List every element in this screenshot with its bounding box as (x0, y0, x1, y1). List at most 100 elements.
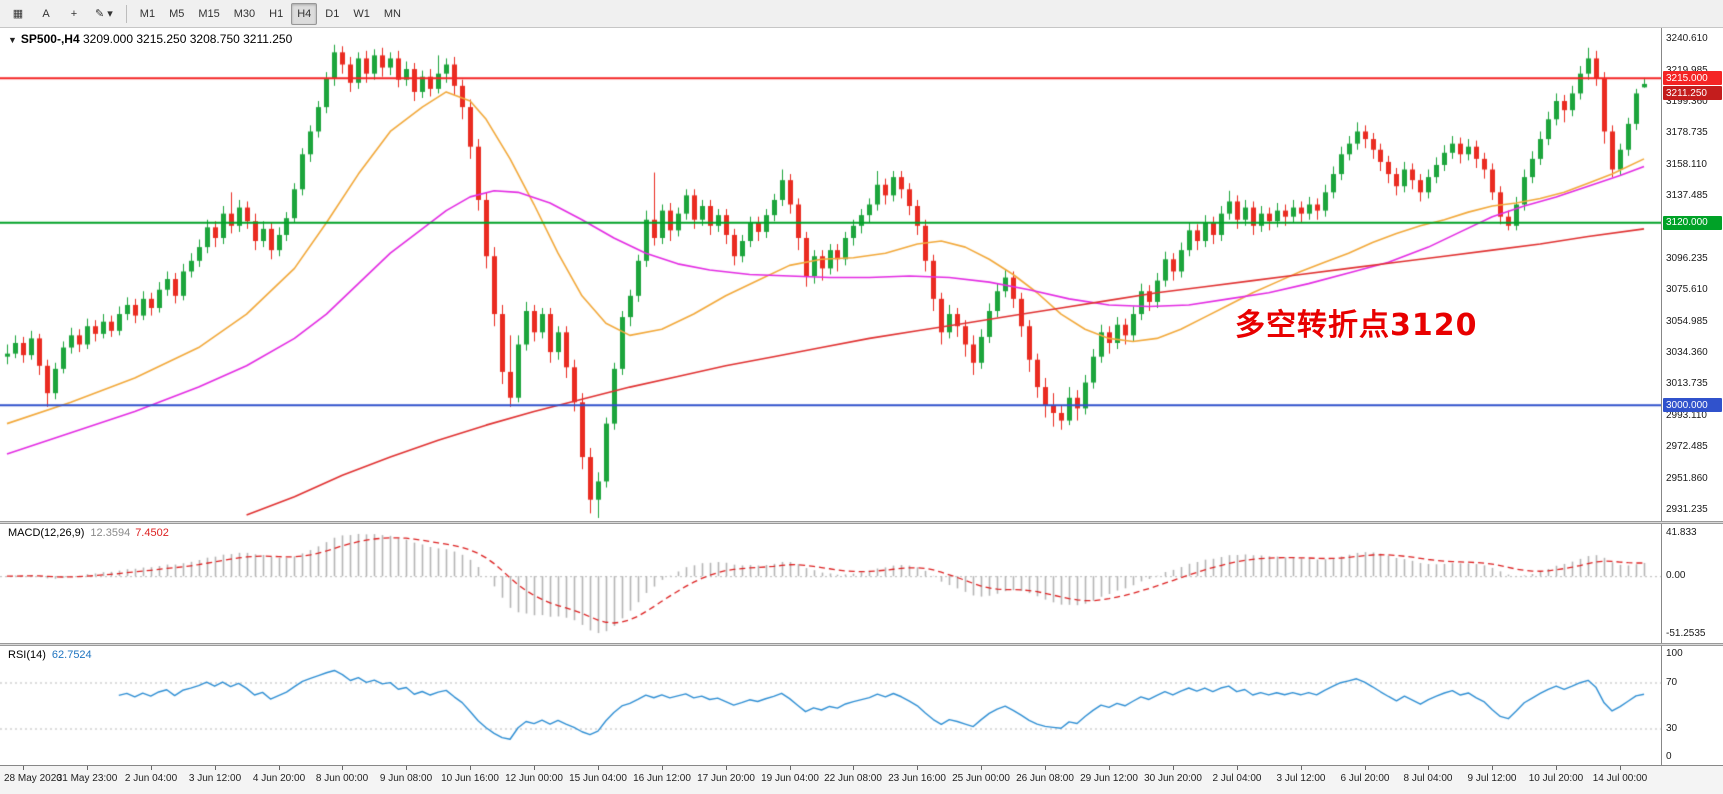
time-axis-tick (534, 766, 535, 770)
time-axis-label: 2 Jul 04:00 (1212, 773, 1262, 784)
timeframe-button-m1[interactable]: M1 (139, 7, 156, 20)
chart-symbol: SP500-,H4 (20, 32, 80, 46)
timeframe-button-h1[interactable]: H1 (269, 7, 284, 20)
time-axis-label: 30 Jun 20:00 (1144, 773, 1202, 784)
cursor-button[interactable]: A (42, 7, 50, 20)
time-axis-label: 31 May 23:00 (56, 773, 118, 784)
timeframe-button-d1[interactable]: D1 (325, 7, 340, 20)
timeframe-button-w1[interactable]: W1 (353, 7, 370, 20)
rsi-axis-label: 70 (1666, 676, 1678, 688)
price-axis-label: 3178.735 (1666, 127, 1708, 139)
time-axis-tick (790, 766, 791, 770)
time-axis-tick (470, 766, 471, 770)
time-axis-label: 15 Jun 04:00 (569, 773, 627, 784)
price-axis-label: 2972.485 (1666, 441, 1708, 453)
price-axis-label: 3199.360 (1666, 96, 1708, 107)
price-axis-label: 3158.110 (1666, 158, 1707, 170)
time-axis-label: 25 Jun 00:00 (952, 773, 1010, 784)
chart-annotation-text: 多空转折点3120 (1235, 308, 1478, 343)
rsi-value: 62.7524 (51, 649, 92, 661)
time-axis-tick (23, 766, 24, 770)
price-chart-canvas[interactable] (0, 28, 1661, 521)
macd-axis[interactable]: 41.833 0.00 -51.2535 (1661, 524, 1723, 643)
time-axis-tick (853, 766, 854, 770)
rsi-panel: RSI(14) 62.7524 100 70 30 0 (0, 646, 1723, 765)
time-axis-label: 10 Jun 16:00 (441, 773, 499, 784)
time-axis-label: 8 Jun 00:00 (315, 773, 369, 784)
timeframe-button-m15[interactable]: M15 (198, 7, 220, 20)
time-axis-label: 10 Jul 20:00 (1528, 773, 1584, 784)
macd-canvas[interactable] (0, 524, 1661, 643)
timeframe-button-h4[interactable]: H4 (291, 2, 318, 25)
time-axis-label: 23 Jun 16:00 (888, 773, 946, 784)
macd-axis-label: 0.00 (1666, 570, 1686, 582)
time-axis-label: 28 May 2020 (4, 773, 62, 784)
macd-name: MACD(12,26,9) (8, 527, 85, 539)
price-axis[interactable]: 3240.610 3219.985 3199.360 3178.735 3158.110… (1661, 28, 1723, 521)
time-axis-label: 4 Jun 20:00 (252, 773, 306, 784)
time-axis-label: 29 Jun 12:00 (1080, 773, 1138, 784)
rsi-name: RSI(14) (8, 649, 46, 661)
toolbar: ▦ A + ✎ ▾ M1 M5 M15 M30 H1 H4 D1 W1 MN (0, 0, 1723, 28)
rsi-axis-label: 0 (1666, 751, 1672, 762)
price-axis-label: 2951.860 (1666, 472, 1708, 484)
price-chart-panel: ▼ SP500-,H4 3209.000 3215.250 3208.750 32… (0, 28, 1723, 521)
time-axis[interactable]: 28 May 2020 31 May 23:00 2 Jun 04:00 3 Jun … (0, 765, 1723, 794)
time-axis-tick (151, 766, 152, 770)
charts-button[interactable]: ▦ (12, 8, 24, 20)
macd-axis-label: 41.833 (1666, 527, 1697, 538)
timeframe-buttons: M1 M5 M15 M30 H1 H4 D1 W1 MN (133, 2, 408, 25)
time-axis-label: 22 Jun 08:00 (824, 773, 882, 784)
timeframe-button-mn[interactable]: MN (383, 7, 401, 20)
time-axis-tick (215, 766, 216, 770)
time-axis-label: 17 Jun 20:00 (697, 773, 755, 784)
rsi-label: RSI(14) 62.7524 (8, 649, 92, 661)
timeframe-button-m30[interactable]: M30 (233, 7, 256, 20)
time-axis-tick (1556, 766, 1557, 770)
price-axis-label: 3075.610 (1666, 284, 1708, 296)
time-axis-label: 3 Jul 12:00 (1276, 773, 1326, 784)
time-axis-tick (1365, 766, 1366, 770)
time-axis-tick (1492, 766, 1493, 770)
chart-title-collapse-icon[interactable]: ▼ (8, 35, 17, 45)
time-axis-label: 2 Jun 04:00 (124, 773, 178, 784)
time-axis-tick (87, 766, 88, 770)
macd-main-value: 12.3594 (90, 527, 131, 539)
price-axis-label: 3034.360 (1666, 347, 1708, 359)
time-axis-label: 9 Jul 12:00 (1467, 773, 1517, 784)
price-tag-current: 3211.250 (1663, 86, 1722, 101)
price-axis-label: 3137.485 (1666, 190, 1708, 202)
time-axis-tick (1237, 766, 1238, 770)
price-axis-label: 3054.985 (1666, 315, 1708, 327)
panel-separator-2[interactable] (0, 643, 1723, 646)
price-axis-label: 3219.985 (1666, 64, 1708, 76)
price-tag-3000: 3000.000 (1663, 398, 1722, 413)
price-tag-3120: 3120.000 (1663, 215, 1722, 230)
rsi-axis[interactable]: 100 70 30 0 (1661, 646, 1723, 765)
panel-separator-1[interactable] (0, 521, 1723, 524)
draw-tools-button[interactable]: ✎ ▾ (95, 8, 113, 20)
time-axis-tick (598, 766, 599, 770)
time-axis-tick (1428, 766, 1429, 770)
time-axis-tick (279, 766, 280, 770)
price-axis-label: 2931.235 (1666, 503, 1708, 515)
rsi-axis-label: 30 (1666, 722, 1678, 734)
toolbar-separator (125, 4, 127, 23)
time-axis-label: 26 Jun 08:00 (1016, 773, 1074, 784)
time-axis-label: 14 Jul 00:00 (1592, 773, 1648, 784)
macd-signal-value: 7.4502 (135, 527, 169, 539)
timeframe-button-m5[interactable]: M5 (169, 7, 185, 20)
time-axis-tick (1173, 766, 1174, 770)
time-axis-tick (406, 766, 407, 770)
time-axis-tick (1109, 766, 1110, 770)
chart-title: ▼ SP500-,H4 3209.000 3215.250 3208.750 32… (8, 32, 292, 46)
time-axis-tick (1045, 766, 1046, 770)
time-axis-tick (662, 766, 663, 770)
time-axis-tick (1301, 766, 1302, 770)
macd-axis-label: -51.2535 (1666, 628, 1706, 639)
price-axis-label: 2993.110 (1666, 409, 1707, 421)
price-tag-3215: 3215.000 (1663, 71, 1722, 86)
crosshair-button[interactable]: + (70, 7, 78, 20)
rsi-canvas[interactable] (0, 646, 1661, 765)
